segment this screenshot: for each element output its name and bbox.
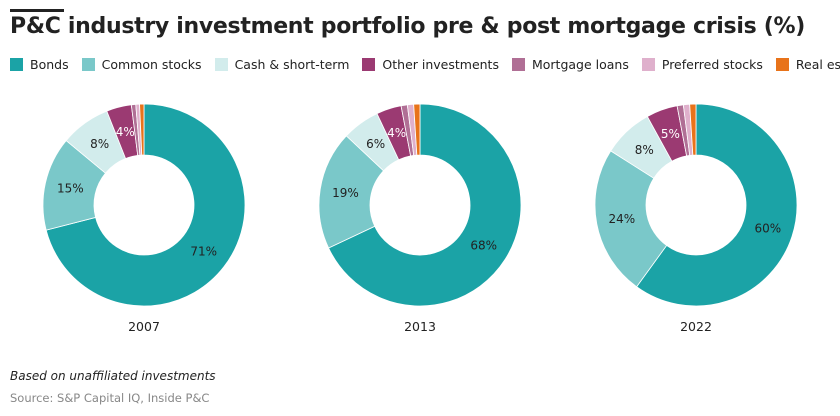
legend-item: Bonds [10, 57, 69, 72]
year-label: 2013 [404, 319, 436, 334]
donut-slice [328, 103, 522, 307]
legend-item: Common stocks [81, 57, 202, 72]
legend-item: Other investments [362, 57, 499, 72]
data-label: 4% [387, 126, 406, 140]
legend-label: Other investments [382, 57, 499, 72]
data-label: 68% [470, 238, 497, 252]
legend-swatch [775, 58, 789, 71]
data-label: 15% [57, 182, 84, 196]
data-label: 8% [635, 143, 654, 157]
year-label: 2007 [128, 319, 160, 334]
donut-slice [594, 150, 668, 288]
legend-label: Bonds [30, 57, 69, 72]
data-label: 19% [332, 186, 359, 200]
donut-slice [139, 103, 145, 156]
data-label: 5% [661, 127, 680, 141]
donut-slice [45, 103, 246, 307]
legend-item: Real estate [775, 57, 840, 72]
legend-swatch [362, 58, 376, 71]
donut-slice [636, 103, 798, 307]
chart-title: P&C industry investment portfolio pre & … [10, 14, 805, 39]
title-accent-bar [10, 9, 64, 12]
legend-swatch [511, 58, 525, 71]
legend-label: Preferred stocks [661, 57, 763, 72]
data-label: 8% [90, 137, 109, 151]
legend-swatch [10, 58, 23, 71]
data-label: 71% [190, 244, 217, 258]
chart-source: Source: S&P Capital IQ, Inside P&C [10, 391, 210, 405]
legend-swatch [81, 58, 95, 71]
donut-slice [413, 103, 421, 156]
legend-label: Real estate [795, 57, 840, 72]
data-label: 6% [366, 137, 385, 151]
legend-swatch [641, 58, 655, 71]
donut-slice [689, 103, 697, 156]
year-label: 2022 [680, 319, 712, 334]
data-label: 24% [609, 212, 636, 226]
legend-item: Preferred stocks [641, 57, 763, 72]
data-label: 60% [754, 221, 781, 235]
legend-item: Mortgage loans [511, 57, 629, 72]
chart-note: Based on unaffiliated investments [10, 369, 216, 383]
legend-label: Cash & short-term [234, 57, 350, 72]
legend-swatch [214, 58, 228, 71]
legend-label: Mortgage loans [531, 57, 629, 72]
data-label: 4% [116, 125, 135, 139]
legend: Bonds Common stocks Cash & short-term Other… [10, 57, 840, 72]
legend-item: Cash & short-term [214, 57, 350, 72]
legend-label: Common stocks [101, 57, 202, 72]
